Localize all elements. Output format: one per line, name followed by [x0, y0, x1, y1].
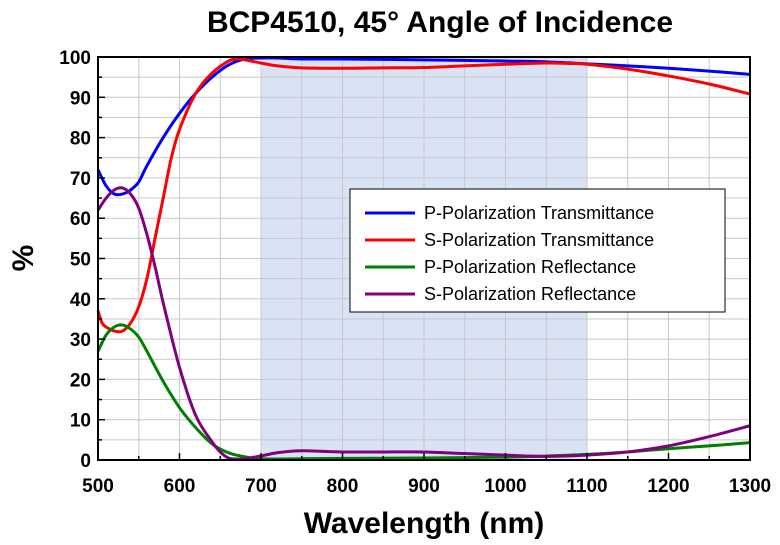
legend-label: S-Polarization Transmittance [424, 230, 654, 250]
series-line-2 [96, 57, 751, 334]
y-tick-label: 90 [70, 88, 91, 109]
y-tick-label: 80 [70, 129, 91, 150]
x-tick-label: 800 [327, 476, 359, 497]
x-tick-label: 1200 [647, 476, 689, 497]
y-axis-label: % [7, 245, 40, 272]
x-tick-label: 1000 [484, 476, 526, 497]
x-tick-label: 500 [82, 476, 114, 497]
legend-items: P-Polarization Transmittance S-Polarizati… [365, 203, 654, 304]
legend-box [349, 188, 726, 313]
series-layer [96, 56, 751, 461]
y-tick-label: 40 [70, 290, 91, 311]
y-tick-label: 100 [59, 48, 91, 69]
y-tick-label: 50 [70, 250, 91, 271]
legend-label: P-Polarization Reflectance [424, 257, 636, 277]
chart-title: BCP4510, 45° Angle of Incidence [207, 6, 673, 39]
y-tick-label: 30 [70, 330, 91, 351]
y-tick-label: 70 [70, 169, 91, 190]
legend-label: S-Polarization Reflectance [424, 284, 636, 304]
x-tick-label: 1100 [566, 476, 607, 497]
y-tick-label: 20 [70, 370, 91, 391]
y-tick-labels: 0 10 20 30 40 50 60 70 80 90 100 [59, 48, 91, 472]
x-axis-label: Wavelength (nm) [304, 507, 545, 540]
y-tick-label: 0 [80, 451, 91, 472]
y-tick-label: 60 [70, 209, 91, 230]
x-tick-labels: 500 600 700 800 900 1000 1100 1200 1300 [82, 476, 771, 497]
legend-label: P-Polarization Transmittance [424, 203, 654, 223]
x-tick-label: 700 [245, 476, 277, 497]
y-tick-label: 10 [70, 411, 91, 432]
legend: P-Polarization Transmittance S-Polarizati… [349, 188, 726, 313]
x-tick-label: 900 [408, 476, 440, 497]
axis-ticks [97, 56, 751, 461]
x-tick-label: 1300 [729, 476, 771, 497]
x-tick-label: 600 [164, 476, 196, 497]
